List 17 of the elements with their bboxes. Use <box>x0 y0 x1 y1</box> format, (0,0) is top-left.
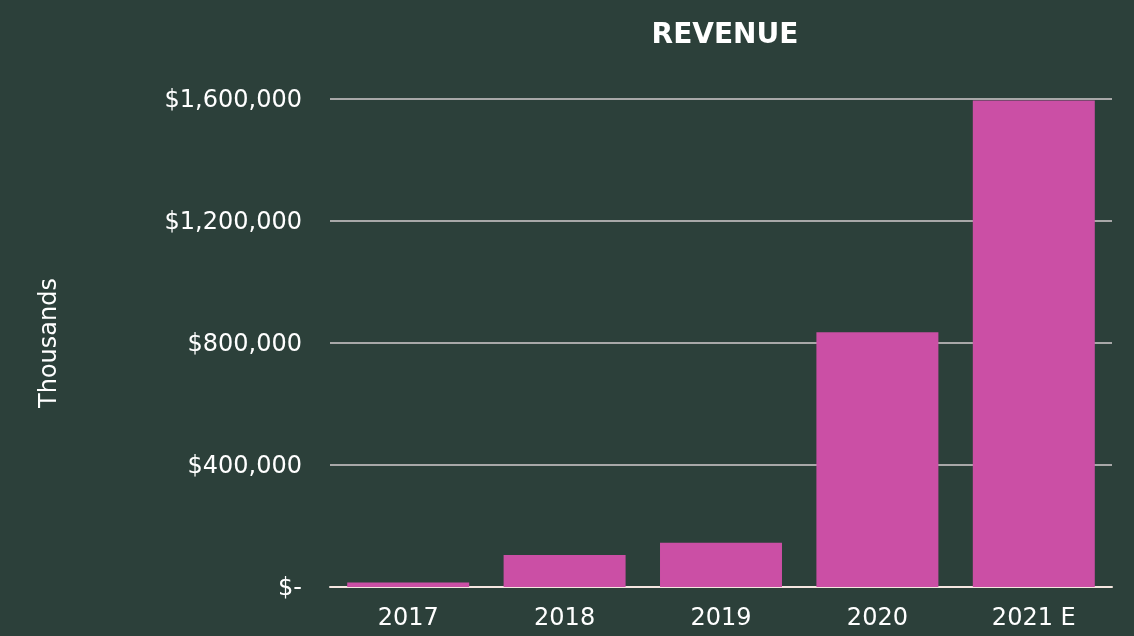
x-tick-label: 2017 <box>377 603 439 631</box>
chart-title: REVENUE <box>651 16 799 50</box>
x-tick-label: 2020 <box>846 603 908 631</box>
bar <box>660 542 782 587</box>
y-tick-label: $1,600,000 <box>164 85 302 113</box>
bar <box>972 100 1095 587</box>
y-axis-title: Thousands <box>34 278 62 409</box>
y-tick-label: $800,000 <box>187 329 302 357</box>
x-tick-label: 2018 <box>534 603 596 631</box>
bar <box>347 582 470 587</box>
x-tick-label: 2019 <box>690 603 752 631</box>
bar <box>503 554 626 587</box>
bar <box>816 332 939 587</box>
y-tick-label: $1,200,000 <box>164 207 302 235</box>
x-tick-label: 2021 E <box>991 603 1076 631</box>
y-tick-label: $400,000 <box>187 451 302 479</box>
y-tick-label: $- <box>278 573 302 601</box>
